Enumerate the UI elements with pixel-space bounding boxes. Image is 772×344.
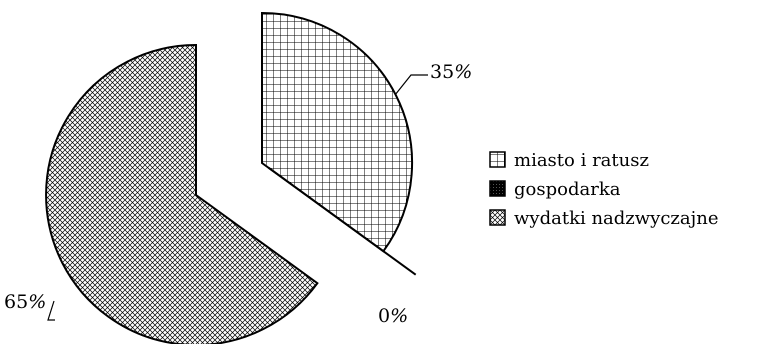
- legend-label-3: wydatki nadzwyczajne: [514, 208, 718, 229]
- leader-line-3: [47, 300, 55, 321]
- pie-labels: 35% 0% 65%: [4, 61, 472, 327]
- legend-label-2: gospodarka: [514, 179, 621, 200]
- legend-label-1: miasto i ratusz: [514, 150, 649, 171]
- legend-swatch-1: [489, 151, 506, 168]
- slice-value-label-1: 35%: [430, 61, 472, 83]
- leader-line-1: [394, 74, 428, 96]
- legend-swatch-3: [489, 209, 506, 226]
- pie-slice-1: [261, 11, 414, 253]
- legend: miasto i ratusz gospodarka wydatki nadzwyc…: [489, 150, 718, 229]
- pie-slice-2: [267, 166, 417, 276]
- slice-value-label-2: 0%: [378, 305, 408, 327]
- pie-slice-3: [45, 43, 319, 344]
- pie-slices: [45, 11, 417, 344]
- slice-value-label-3: 65%: [4, 291, 46, 313]
- legend-swatch-2: [489, 180, 506, 197]
